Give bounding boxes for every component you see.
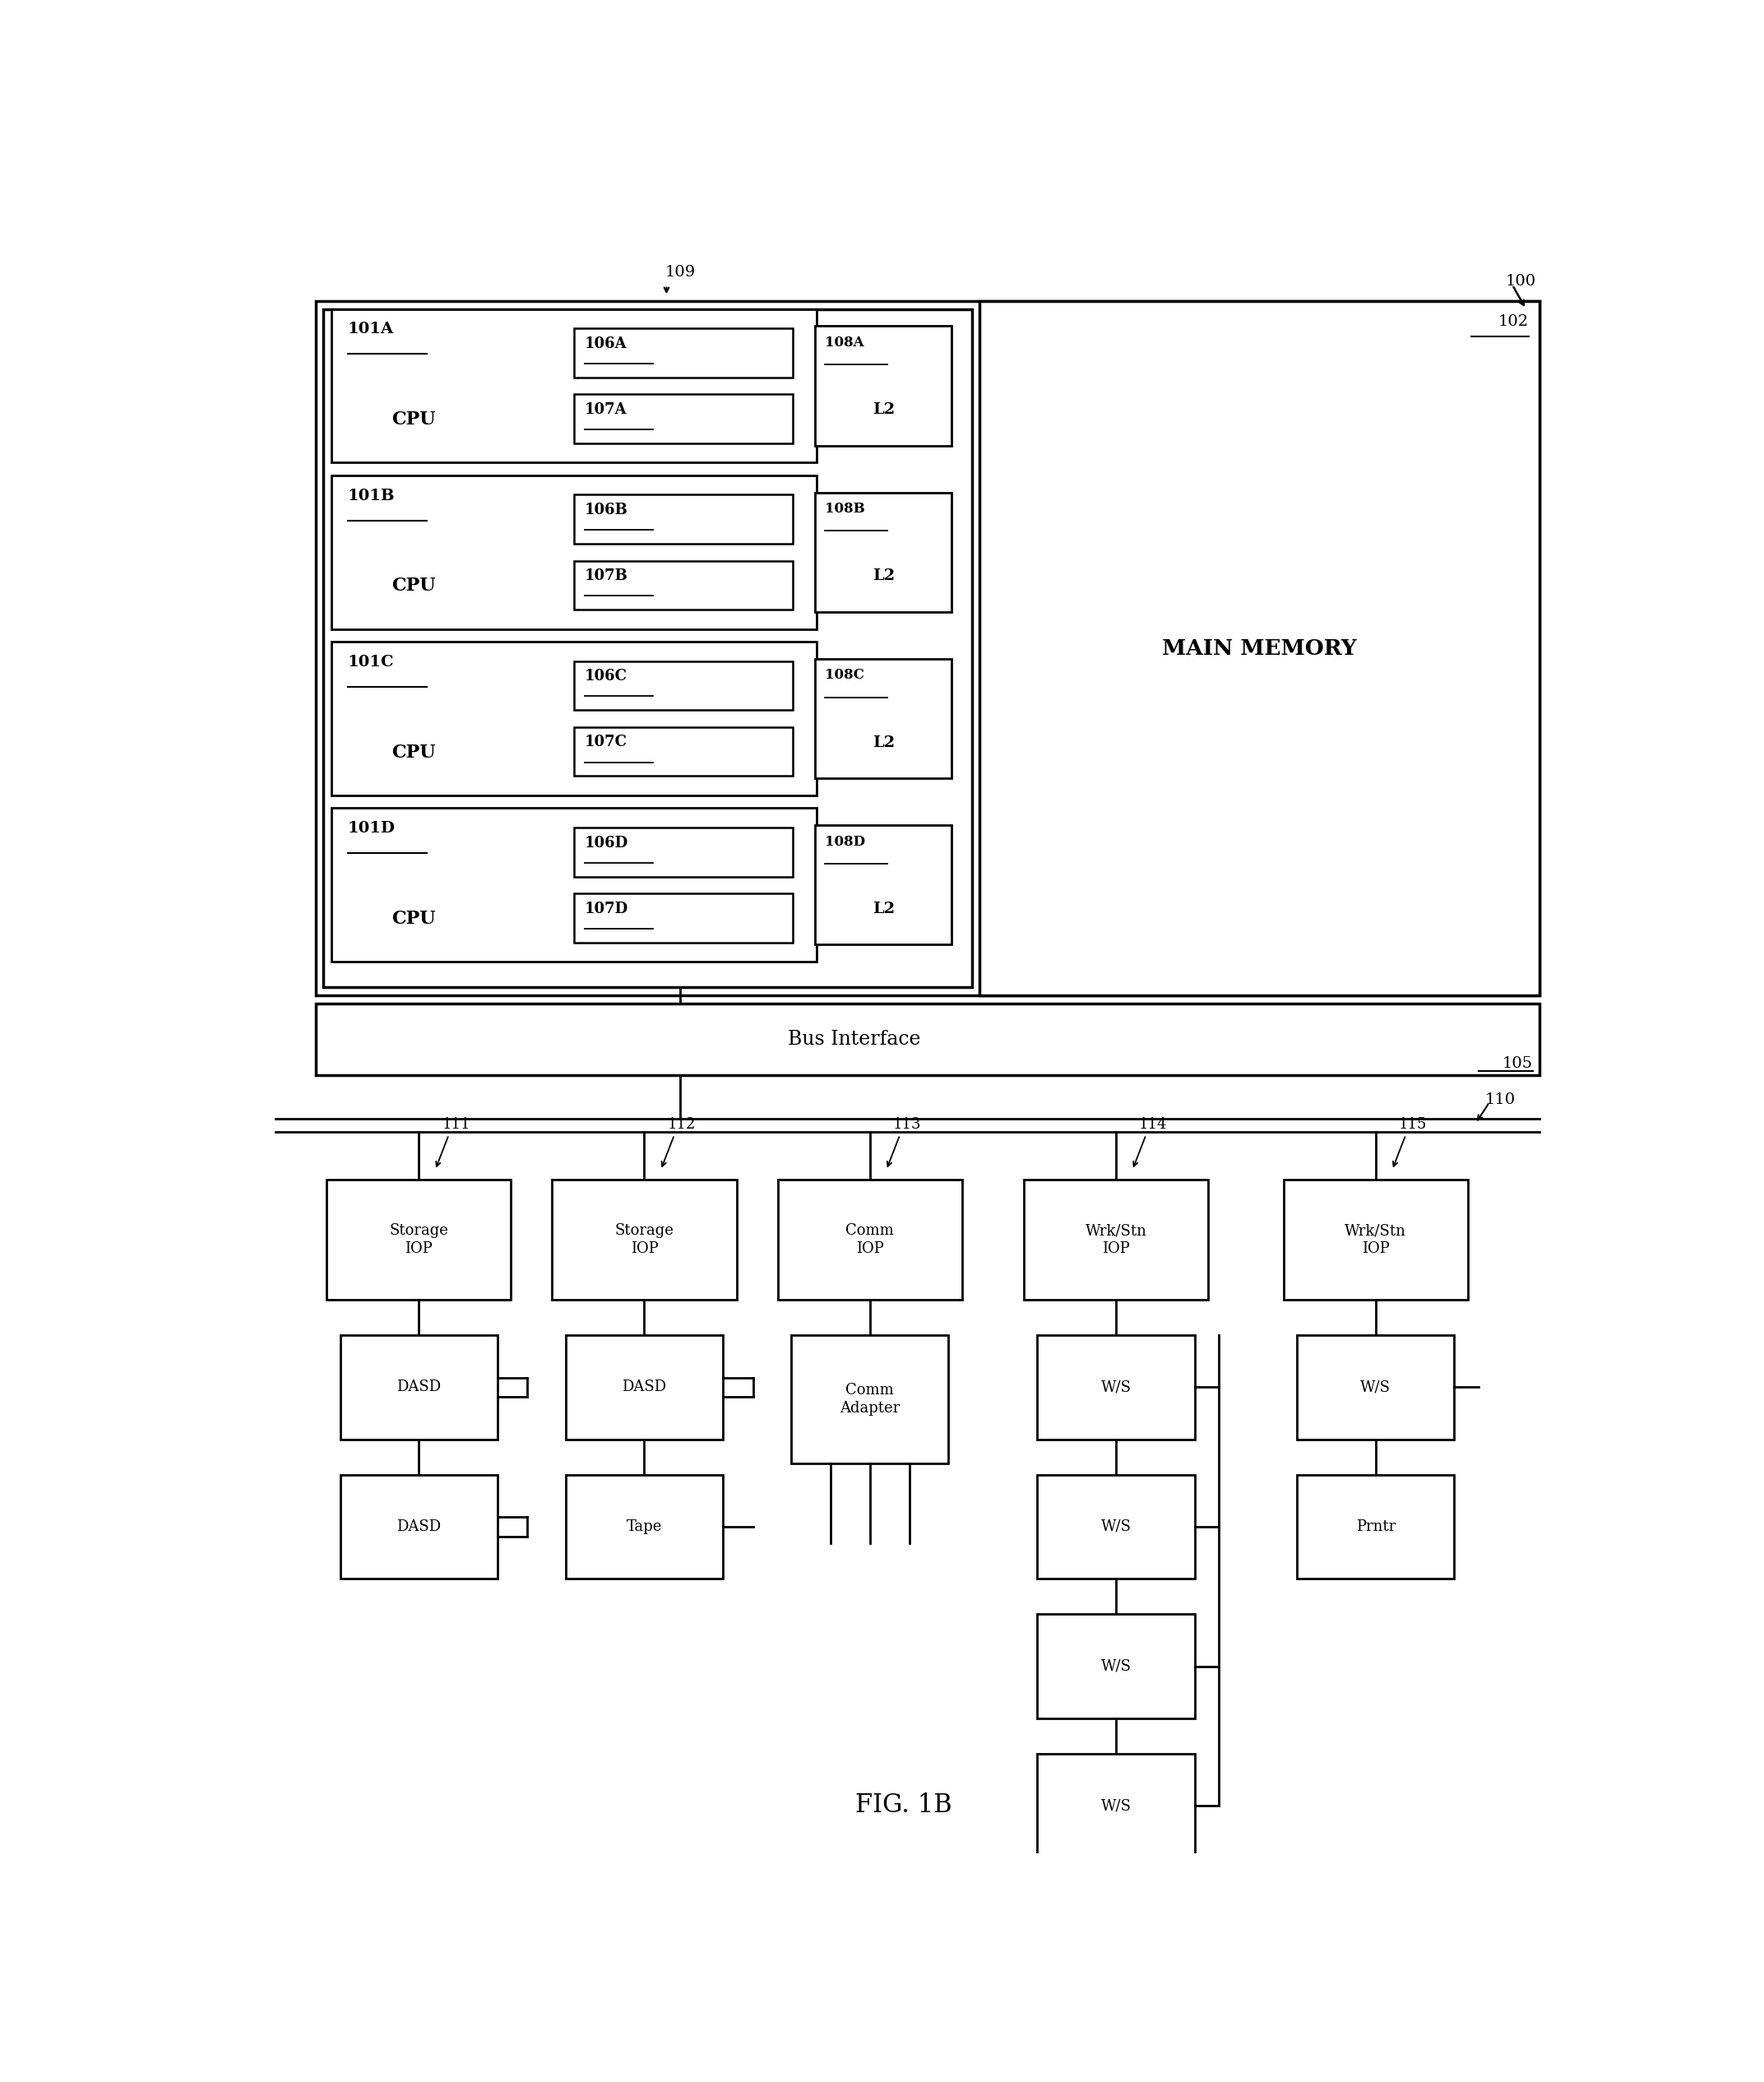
Text: Bus Interface: Bus Interface [789, 1031, 921, 1049]
Bar [815, 658, 953, 779]
Text: Prntr: Prntr [1357, 1520, 1395, 1534]
Text: DASD: DASD [397, 1380, 441, 1395]
Bar [566, 1474, 723, 1578]
Text: 106D: 106D [586, 835, 628, 849]
Bar [1284, 1180, 1468, 1299]
Bar [573, 496, 792, 543]
Text: 102: 102 [1498, 314, 1529, 329]
Bar [552, 1180, 737, 1299]
Text: 112: 112 [667, 1116, 695, 1133]
Text: 106C: 106C [586, 668, 628, 683]
Bar [1037, 1474, 1194, 1578]
Text: 114: 114 [1140, 1116, 1168, 1133]
Bar [573, 329, 792, 377]
Bar [979, 302, 1540, 995]
Text: 106A: 106A [586, 337, 628, 352]
Bar [815, 491, 953, 612]
Bar [573, 727, 792, 777]
Text: Comm
Adapter: Comm Adapter [840, 1382, 900, 1416]
Bar [316, 1004, 1540, 1076]
Text: CPU: CPU [392, 577, 436, 595]
Text: 108D: 108D [826, 835, 864, 849]
Bar [815, 824, 953, 945]
Bar [1297, 1335, 1454, 1439]
Text: 101B: 101B [348, 489, 395, 504]
Bar [332, 641, 817, 795]
Bar [332, 808, 817, 962]
Bar [332, 475, 817, 629]
Text: L2: L2 [873, 402, 894, 416]
Bar [1037, 1753, 1194, 1857]
Text: 113: 113 [893, 1116, 921, 1133]
Bar [323, 308, 972, 987]
Text: CPU: CPU [392, 910, 436, 929]
Text: L2: L2 [873, 735, 894, 750]
Text: 108C: 108C [826, 668, 864, 683]
Bar [815, 327, 953, 446]
Text: L2: L2 [873, 568, 894, 583]
Bar [778, 1180, 961, 1299]
Bar [573, 662, 792, 710]
Text: 107B: 107B [586, 568, 628, 583]
Text: Tape: Tape [626, 1520, 662, 1534]
Text: 107D: 107D [586, 902, 628, 916]
Text: DASD: DASD [623, 1380, 667, 1395]
Text: 107C: 107C [586, 735, 628, 750]
Bar [792, 1335, 949, 1464]
Text: Wrk/Stn
IOP: Wrk/Stn IOP [1085, 1224, 1147, 1255]
Bar [1037, 1335, 1194, 1439]
Text: FIG. 1B: FIG. 1B [856, 1793, 953, 1818]
Text: 110: 110 [1485, 1093, 1515, 1108]
Text: W/S: W/S [1101, 1799, 1131, 1813]
Bar [1297, 1474, 1454, 1578]
Text: 105: 105 [1503, 1056, 1533, 1070]
Text: CPU: CPU [392, 410, 436, 429]
Bar [340, 1474, 497, 1578]
Text: Storage
IOP: Storage IOP [614, 1224, 674, 1255]
Text: MAIN MEMORY: MAIN MEMORY [1162, 637, 1357, 658]
Bar [573, 827, 792, 877]
Text: 109: 109 [665, 264, 695, 279]
Bar [573, 393, 792, 443]
Text: 108B: 108B [826, 502, 864, 516]
Text: 108A: 108A [826, 335, 864, 350]
Bar [340, 1335, 497, 1439]
Text: 115: 115 [1399, 1116, 1427, 1133]
Text: 101C: 101C [348, 654, 393, 670]
Text: 101D: 101D [348, 820, 395, 835]
Bar [316, 302, 1540, 995]
Bar [573, 893, 792, 943]
Text: L2: L2 [873, 902, 894, 916]
Text: 111: 111 [443, 1116, 471, 1133]
Text: 107A: 107A [586, 402, 628, 416]
Text: DASD: DASD [397, 1520, 441, 1534]
Bar [1023, 1180, 1208, 1299]
Bar [573, 560, 792, 610]
Text: Wrk/Stn
IOP: Wrk/Stn IOP [1344, 1224, 1406, 1255]
Text: 100: 100 [1505, 275, 1536, 289]
Bar [1037, 1614, 1194, 1718]
Text: Comm
IOP: Comm IOP [845, 1224, 894, 1255]
Text: 101A: 101A [348, 323, 393, 337]
Text: CPU: CPU [392, 743, 436, 762]
Text: W/S: W/S [1101, 1659, 1131, 1674]
Text: 106B: 106B [586, 502, 628, 518]
Text: W/S: W/S [1360, 1380, 1390, 1395]
Bar [566, 1335, 723, 1439]
Bar [326, 1180, 512, 1299]
Text: Storage
IOP: Storage IOP [390, 1224, 448, 1255]
Bar [332, 308, 817, 462]
Text: W/S: W/S [1101, 1380, 1131, 1395]
Text: W/S: W/S [1101, 1520, 1131, 1534]
